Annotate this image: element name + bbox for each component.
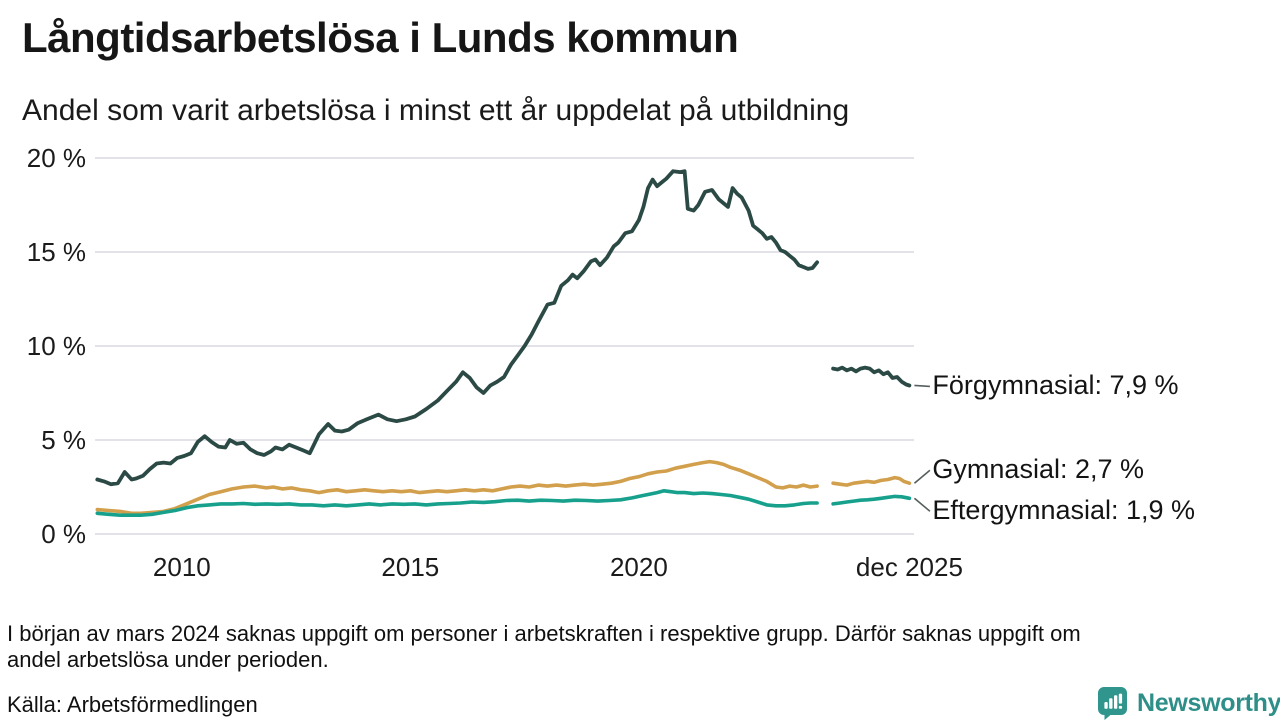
- newsworthy-logo[interactable]: Newsworthy: [1097, 686, 1280, 720]
- series-line-förgymnasial: [95, 169, 819, 487]
- newsworthy-wordmark: Newsworthy: [1137, 688, 1280, 717]
- x-tick-label: 2010: [152, 552, 211, 582]
- footnote: I början av mars 2024 saknas uppgift om …: [7, 621, 1257, 673]
- page-title: Långtidsarbetslösa i Lunds kommun: [22, 14, 739, 61]
- label-connector: [913, 497, 931, 512]
- series-lines: [95, 169, 912, 517]
- page-subtitle: Andel som varit arbetslösa i minst ett å…: [22, 94, 850, 127]
- label-connectors: [913, 384, 931, 512]
- y-tick-label: 15 %: [26, 237, 86, 267]
- series-line-förgymnasial: [831, 365, 912, 388]
- series-line-gymnasial: [831, 475, 912, 487]
- series-line-eftergymnasial: [831, 494, 912, 506]
- y-tick-label: 20 %: [26, 143, 86, 173]
- footnote-line: I början av mars 2024 saknas uppgift om …: [7, 621, 1081, 646]
- label-connector: [914, 384, 930, 388]
- series-label-eftergymnasial: Eftergymnasial: 1,9 %: [932, 495, 1196, 526]
- source-attribution: Källa: Arbetsförmedlingen: [7, 692, 258, 717]
- y-tick-label: 5 %: [41, 425, 86, 455]
- y-tick-label: 0 %: [41, 519, 86, 549]
- series-label-gymnasial: Gymnasial: 2,7 %: [932, 454, 1145, 485]
- series-line-eftergymnasial: [95, 489, 819, 517]
- series-line-gymnasial: [95, 459, 819, 516]
- series-label-förgymnasial: Förgymnasial: 7,9 %: [932, 370, 1179, 401]
- bar-chart-speech-bubble-icon: [1098, 687, 1127, 720]
- x-tick-label: 2020: [609, 552, 668, 582]
- x-tick-label: dec 2025: [855, 552, 963, 582]
- y-tick-label: 10 %: [26, 331, 86, 361]
- footnote-line: andel arbetslösa under perioden.: [7, 647, 329, 672]
- gridlines: [95, 157, 914, 535]
- label-connector: [913, 469, 931, 484]
- x-tick-label: 2015: [381, 552, 440, 582]
